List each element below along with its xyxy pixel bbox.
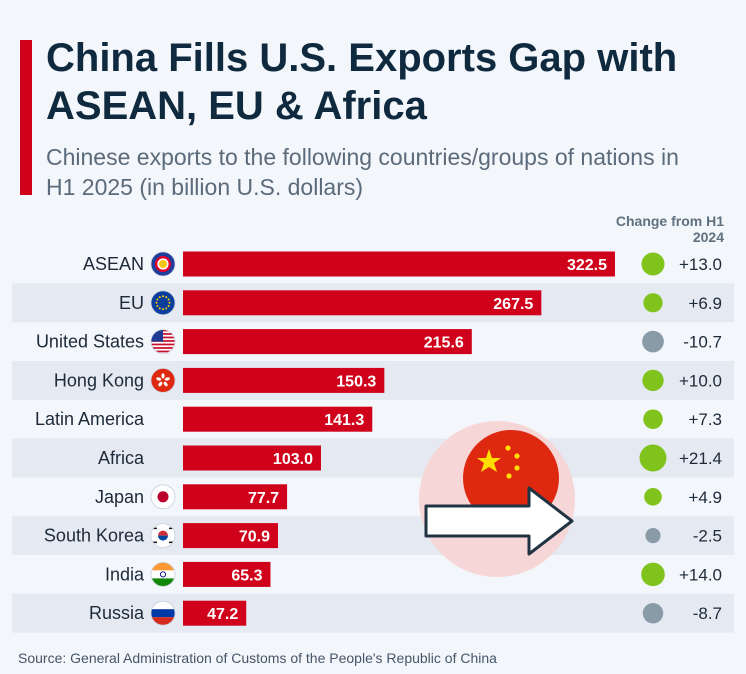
row-stripe: [12, 593, 734, 633]
category-label: Hong Kong: [54, 370, 144, 390]
title-accent-bar: [20, 40, 32, 195]
arrow-icon: [424, 486, 574, 556]
row-stripe: [12, 438, 734, 478]
row-stripe: [12, 516, 734, 555]
change-label: +7.3: [688, 410, 722, 429]
bars: [183, 251, 615, 626]
value-label: 70.9: [239, 529, 270, 546]
value-label: 77.7: [248, 490, 279, 507]
bar: [183, 251, 615, 277]
category-label: Latin America: [35, 409, 145, 429]
change-dot: [645, 528, 661, 544]
chart-title: China Fills U.S. Exports Gap with ASEAN,…: [46, 36, 678, 128]
change-label: -10.7: [683, 333, 722, 352]
change-dot: [643, 293, 663, 313]
hong-kong-flag-icon: [150, 367, 176, 393]
bar: [183, 367, 385, 393]
row-stripes: [12, 283, 734, 633]
bar: [183, 600, 247, 626]
change-dot: [643, 409, 663, 429]
change-dot: [642, 602, 664, 624]
change-label: +6.9: [688, 294, 722, 313]
category-label: ASEAN: [83, 254, 144, 274]
value-label: 150.3: [336, 373, 376, 390]
change-label: +21.4: [679, 449, 722, 468]
category-label: India: [105, 564, 145, 584]
eu-flag-icon: [150, 290, 176, 316]
bar: [183, 290, 542, 316]
bar: [183, 523, 278, 549]
value-label: 103.0: [273, 451, 313, 468]
russia-flag-icon: [150, 600, 176, 626]
value-label: 267.5: [493, 296, 533, 313]
category-label: South Korea: [44, 526, 145, 546]
flag-icons: [150, 251, 176, 626]
change-label: +10.0: [679, 371, 722, 390]
chart-subtitle: Chinese exports to the following countri…: [46, 144, 679, 200]
value-label: 65.3: [231, 567, 262, 584]
change-dots: [639, 252, 667, 624]
category-label: EU: [119, 293, 144, 313]
change-dot: [644, 487, 662, 506]
bar: [183, 406, 373, 432]
change-dot: [639, 444, 667, 472]
china-flag-arrow-illustration: [419, 421, 575, 577]
india-flag-icon: [150, 562, 176, 587]
asean-emblem-icon: [150, 251, 176, 277]
change-label: +4.9: [688, 488, 722, 507]
change-label: +14.0: [679, 565, 722, 584]
change-label: +13.0: [679, 255, 722, 274]
change-label: -8.7: [693, 604, 722, 623]
change-label: -2.5: [693, 527, 722, 546]
us-flag-icon: [150, 329, 176, 355]
bar: [183, 445, 321, 471]
change-column-header: Change from H1 2024: [615, 213, 724, 245]
japan-flag-icon: [150, 484, 176, 510]
bar: [183, 329, 472, 355]
value-label: 215.6: [424, 335, 464, 352]
bar: [183, 484, 288, 510]
south-korea-flag-icon: [150, 523, 176, 548]
change-dot: [641, 252, 665, 276]
category-label: United States: [36, 332, 144, 352]
change-labels: +13.0 +6.9 -10.7 +10.0 +7.3 +21.4 +4.9 -2.5 +14.…: [679, 255, 722, 623]
change-dot: [642, 330, 664, 353]
category-label: Africa: [98, 448, 145, 468]
source-note: Source: General Administration of Custom…: [18, 650, 497, 666]
category-label: Japan: [95, 487, 144, 507]
change-dot: [642, 369, 664, 392]
value-label: 141.3: [324, 412, 364, 429]
value-label: 322.5: [567, 257, 607, 274]
change-dot: [641, 562, 665, 587]
category-labels: ASEAN EU United States Hong Kong Latin Ameri…: [35, 254, 145, 623]
bar: [183, 561, 271, 587]
category-label: Russia: [89, 603, 145, 623]
value-label: 47.2: [207, 606, 238, 623]
value-labels: 322.5 267.5 215.6 150.3 141.3 103.0 77.7 70.9 65…: [207, 257, 607, 623]
